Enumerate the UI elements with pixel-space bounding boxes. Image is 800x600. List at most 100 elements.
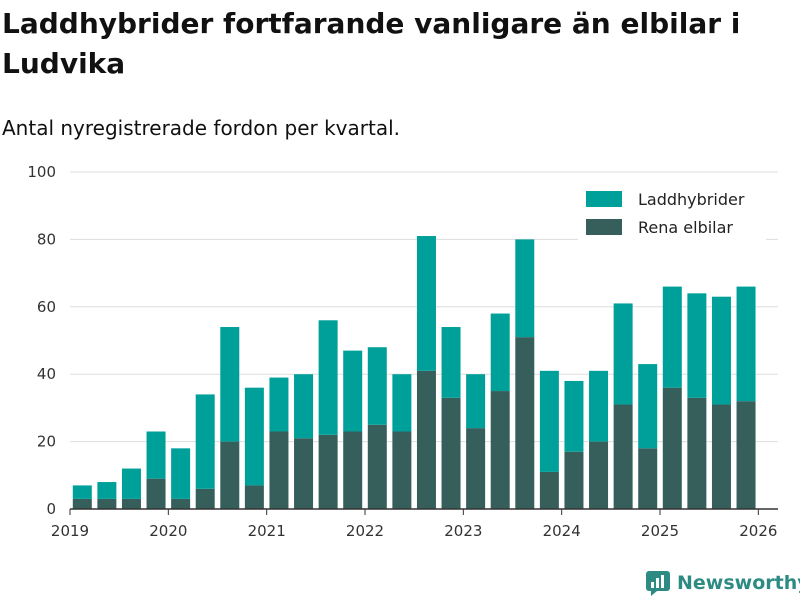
bar-rena-elbilar[interactable] (490, 391, 510, 509)
bar-stack[interactable] (392, 374, 412, 509)
bar-rena-elbilar[interactable] (662, 387, 682, 509)
bar-rena-elbilar[interactable] (564, 451, 584, 509)
bar-rena-elbilar[interactable] (269, 431, 289, 509)
bar-stack[interactable] (662, 286, 682, 509)
bar-rena-elbilar[interactable] (343, 431, 363, 509)
x-tick-label: 2023 (444, 522, 482, 540)
bar-laddhybrider[interactable] (711, 296, 731, 405)
bar-stack[interactable] (318, 320, 338, 509)
bar-rena-elbilar[interactable] (367, 424, 387, 509)
bar-laddhybrider[interactable] (490, 313, 510, 392)
bar-rena-elbilar[interactable] (220, 441, 240, 509)
bar-laddhybrider[interactable] (638, 364, 658, 449)
x-tick-label: 2025 (641, 522, 679, 540)
bar-stack[interactable] (613, 303, 633, 509)
bar-rena-elbilar[interactable] (146, 478, 166, 509)
bar-stack[interactable] (736, 286, 756, 509)
x-tick-label: 2020 (149, 522, 187, 540)
bar-stack[interactable] (441, 327, 461, 509)
bar-stack[interactable] (589, 370, 609, 509)
bar-rena-elbilar[interactable] (244, 485, 264, 509)
bar-stack[interactable] (687, 293, 707, 509)
bar-laddhybrider[interactable] (269, 377, 289, 432)
bar-stack[interactable] (146, 431, 166, 509)
bar-stack[interactable] (711, 296, 731, 509)
bar-stack[interactable] (343, 350, 363, 509)
bar-rena-elbilar[interactable] (392, 431, 412, 509)
bar-rena-elbilar[interactable] (294, 438, 314, 509)
bar-laddhybrider[interactable] (392, 374, 412, 432)
bar-stack[interactable] (294, 374, 314, 509)
bar-laddhybrider[interactable] (294, 374, 314, 439)
bar-rena-elbilar[interactable] (195, 488, 215, 509)
bar-stack[interactable] (638, 364, 658, 509)
bar-rena-elbilar[interactable] (121, 498, 141, 509)
bar-laddhybrider[interactable] (343, 350, 363, 432)
chart-subtitle: Antal nyregistrerade fordon per kvartal. (2, 116, 401, 140)
y-tick-label: 80 (37, 230, 56, 248)
bar-stack[interactable] (515, 239, 535, 509)
bar-rena-elbilar[interactable] (72, 498, 92, 509)
bar-laddhybrider[interactable] (146, 431, 166, 479)
bar-laddhybrider[interactable] (244, 387, 264, 486)
bar-laddhybrider[interactable] (367, 347, 387, 425)
bar-laddhybrider[interactable] (121, 468, 141, 499)
bar-stack[interactable] (416, 236, 436, 509)
bar-rena-elbilar[interactable] (441, 397, 461, 509)
brand-logo[interactable]: Newsworthy (645, 570, 800, 596)
bar-rena-elbilar[interactable] (97, 498, 117, 509)
bar-stack[interactable] (220, 327, 240, 509)
bar-laddhybrider[interactable] (564, 380, 584, 452)
y-tick-label: 60 (37, 298, 56, 316)
bar-stack[interactable] (244, 387, 264, 509)
bar-laddhybrider[interactable] (515, 239, 535, 338)
bar-laddhybrider[interactable] (687, 293, 707, 398)
bar-stack[interactable] (367, 347, 387, 509)
bar-stack[interactable] (564, 380, 584, 509)
bar-rena-elbilar[interactable] (687, 397, 707, 509)
bar-rena-elbilar[interactable] (638, 448, 658, 509)
bars (72, 236, 756, 509)
bar-stack[interactable] (539, 370, 559, 509)
bar-stack[interactable] (195, 394, 215, 509)
bar-laddhybrider[interactable] (736, 286, 756, 402)
bar-rena-elbilar[interactable] (589, 441, 609, 509)
chart-title: Laddhybrider fortfarande vanligare än el… (2, 7, 741, 80)
x-tick-label: 2021 (248, 522, 286, 540)
bar-laddhybrider[interactable] (97, 482, 117, 499)
bar-rena-elbilar[interactable] (539, 471, 559, 509)
bar-stack[interactable] (97, 482, 117, 509)
bar-laddhybrider[interactable] (662, 286, 682, 388)
bar-rena-elbilar[interactable] (466, 428, 486, 509)
bar-laddhybrider[interactable] (220, 327, 240, 442)
bar-laddhybrider[interactable] (613, 303, 633, 405)
y-tick-label: 0 (46, 500, 56, 518)
newsworthy-logo-icon (646, 571, 670, 596)
bar-stack[interactable] (171, 448, 191, 509)
bar-rena-elbilar[interactable] (171, 498, 191, 509)
bar-stack[interactable] (490, 313, 510, 509)
y-tick-label: 100 (27, 163, 56, 181)
bar-rena-elbilar[interactable] (416, 370, 436, 509)
bar-rena-elbilar[interactable] (711, 404, 731, 509)
bar-rena-elbilar[interactable] (318, 434, 338, 509)
bar-laddhybrider[interactable] (441, 327, 461, 398)
bar-stack[interactable] (72, 485, 92, 509)
axes: 0 20 40 60 80 100 2019 2020 2021 2022 2023 2024 2025… (27, 163, 778, 540)
bar-laddhybrider[interactable] (416, 236, 436, 371)
x-tick-label: 2019 (51, 522, 89, 540)
bar-laddhybrider[interactable] (171, 448, 191, 499)
bar-stack[interactable] (466, 374, 486, 509)
bar-laddhybrider[interactable] (318, 320, 338, 435)
bar-laddhybrider[interactable] (195, 394, 215, 489)
bar-laddhybrider[interactable] (539, 370, 559, 472)
bar-laddhybrider[interactable] (466, 374, 486, 429)
bar-rena-elbilar[interactable] (613, 404, 633, 509)
bar-laddhybrider[interactable] (589, 370, 609, 442)
bar-laddhybrider[interactable] (72, 485, 92, 499)
bar-stack[interactable] (121, 468, 141, 509)
bar-rena-elbilar[interactable] (515, 337, 535, 509)
bar-rena-elbilar[interactable] (736, 401, 756, 509)
x-tick-label: 2026 (739, 522, 777, 540)
bar-stack[interactable] (269, 377, 289, 509)
